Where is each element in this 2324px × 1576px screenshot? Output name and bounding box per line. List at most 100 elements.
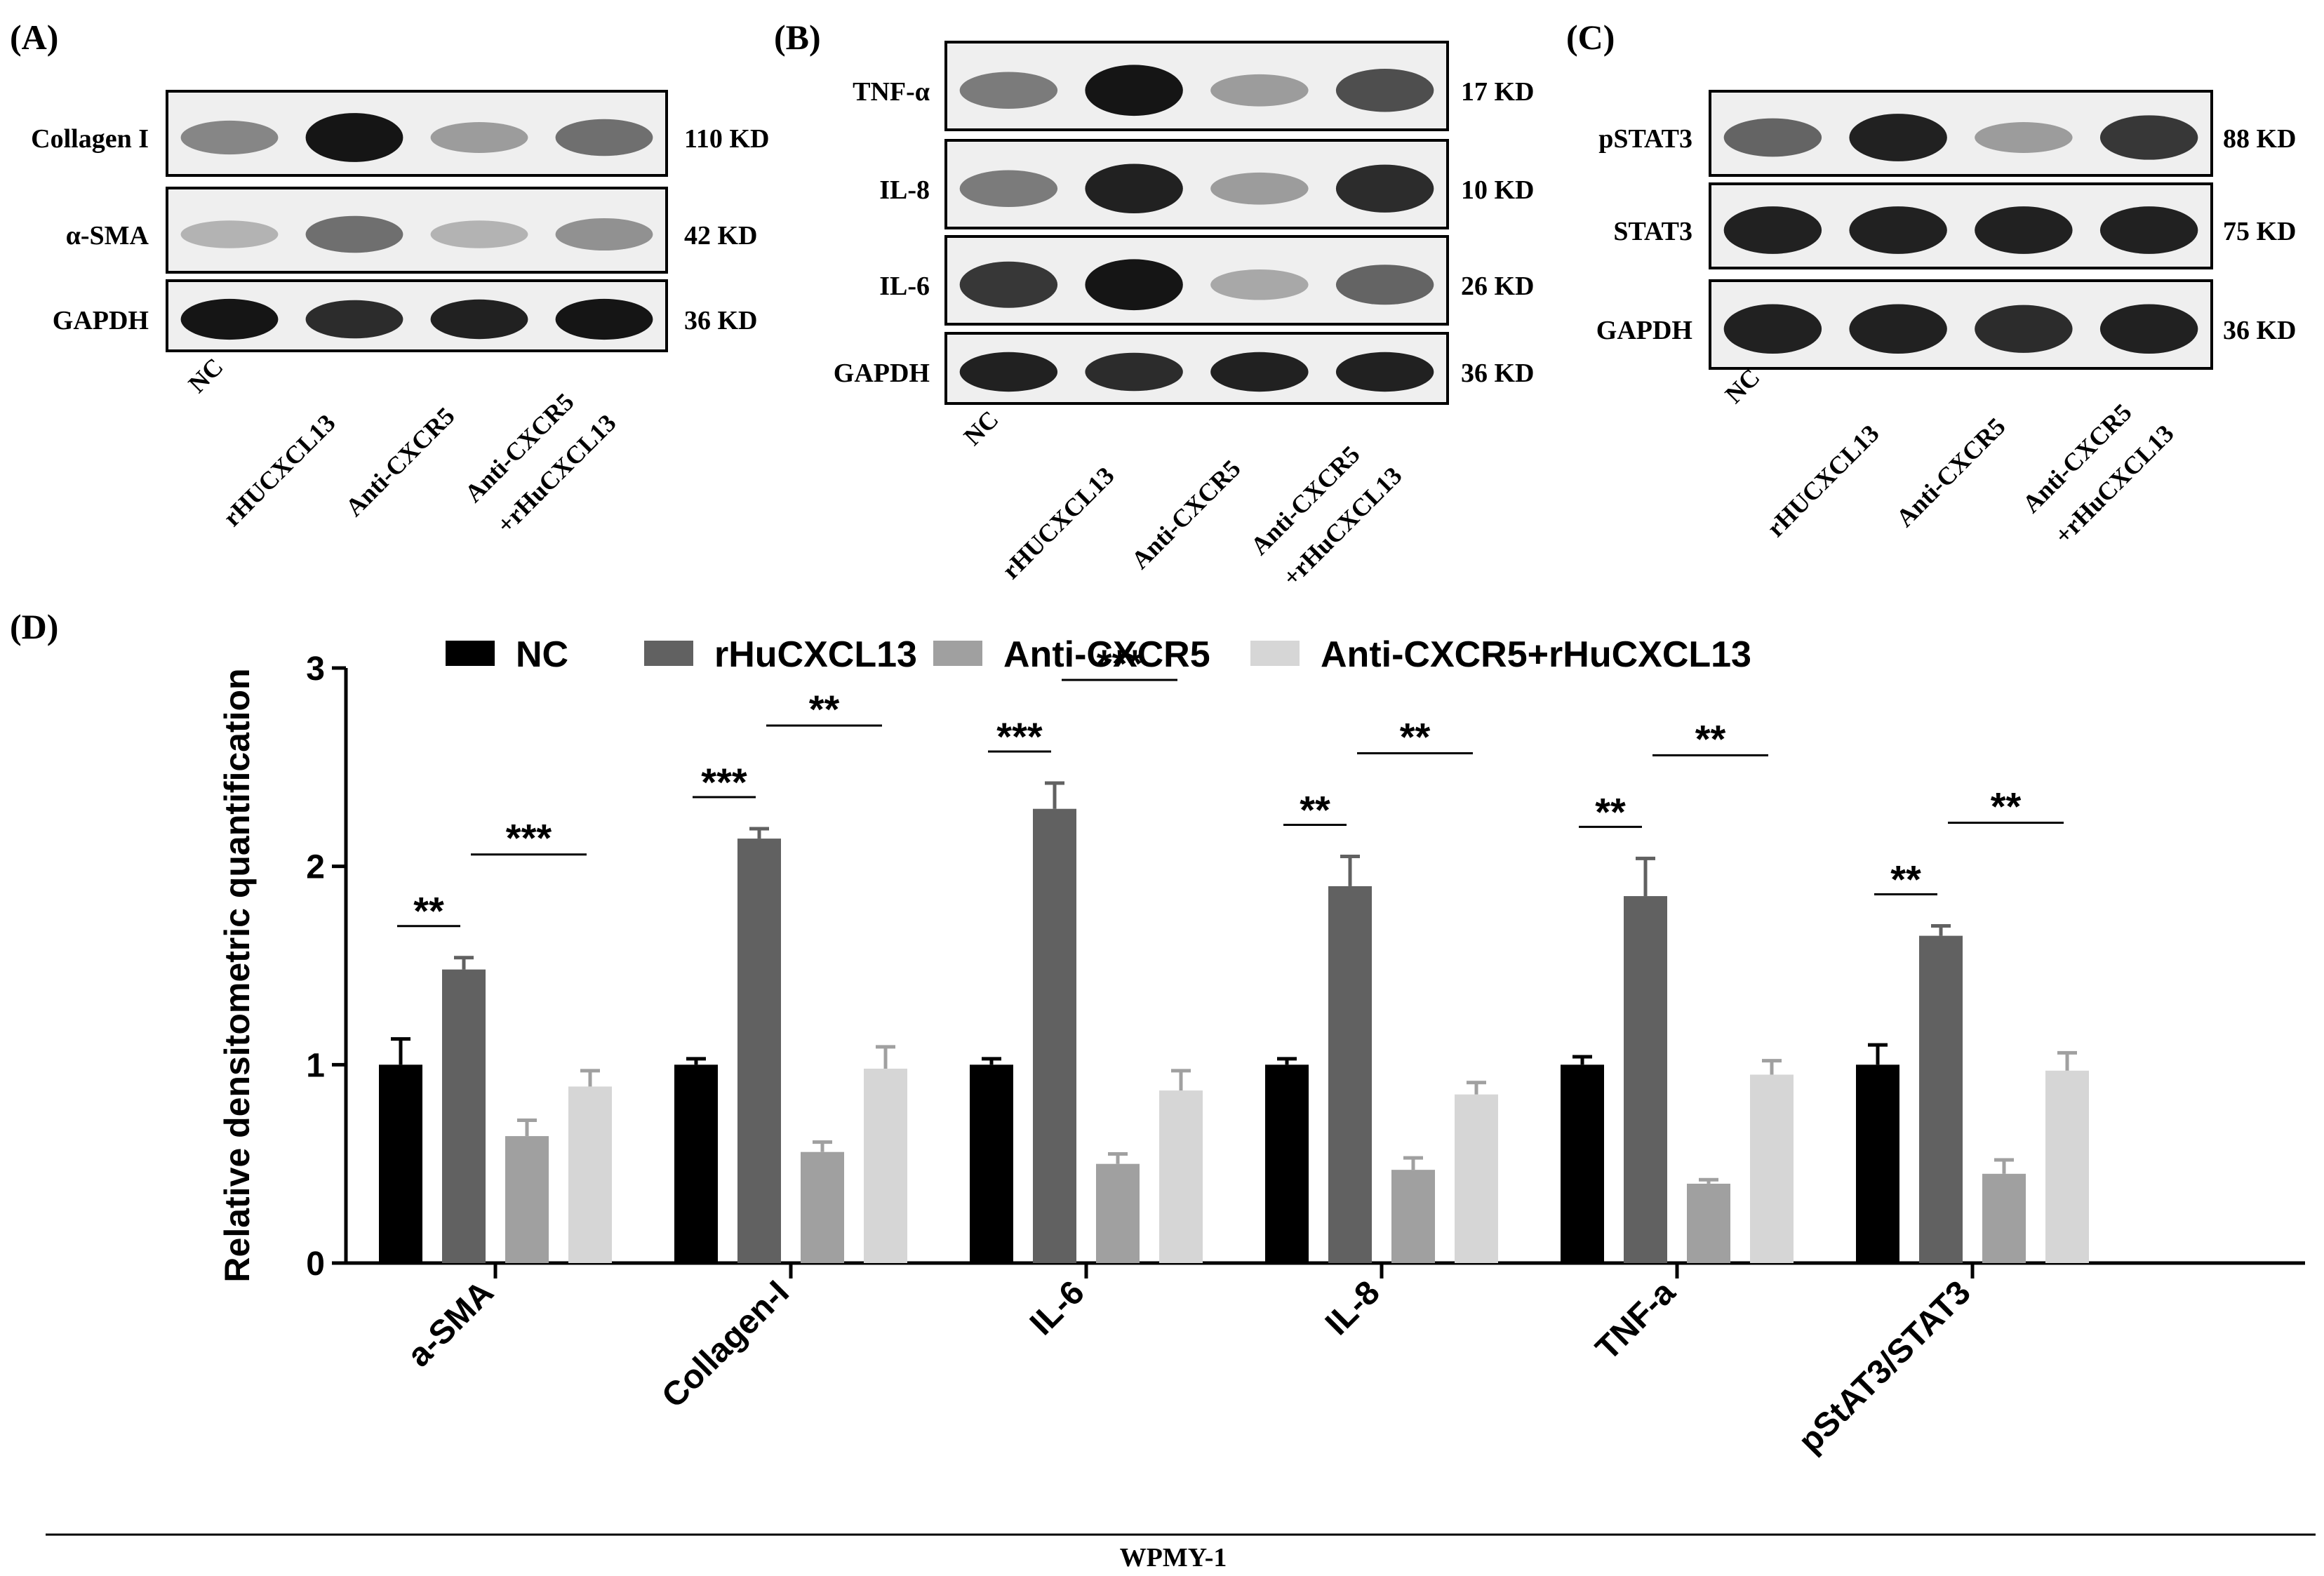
blot-band — [1210, 74, 1309, 107]
bar — [1687, 1183, 1730, 1263]
sig-label-right: *** — [1097, 641, 1143, 686]
blot-size-label: 88 KD — [2223, 124, 2297, 154]
blot-band — [555, 298, 653, 340]
blot-band — [1335, 265, 1434, 305]
significance-brackets: **************************** — [397, 641, 2064, 933]
legend-label: Anti-CXCR5 — [1003, 634, 1210, 675]
blot-band — [1335, 164, 1434, 213]
blot-protein-label: GAPDH — [834, 359, 930, 388]
y-tick-label: 3 — [306, 650, 325, 688]
blot-size-label: 17 KD — [1461, 77, 1535, 107]
blot-band — [1975, 206, 2073, 254]
legend-swatch — [446, 641, 495, 666]
sig-label-right: *** — [506, 816, 552, 860]
blot-lane-label: Anti-CXCR5 — [460, 387, 580, 507]
bar — [864, 1068, 907, 1263]
bar-chart: NC rHuCXCL13 Anti-CXCR5 Anti-CXCR5+rHuCXCL1… — [218, 634, 2305, 1460]
bar — [379, 1064, 422, 1263]
blot-band — [1085, 259, 1183, 311]
blot-size-label: 36 KD — [684, 306, 758, 335]
bar-marks — [379, 781, 2089, 1263]
legend-swatch — [1250, 641, 1300, 666]
blot-band — [1085, 352, 1183, 392]
legend-label: Anti-CXCR5+rHuCXCL13 — [1321, 634, 1751, 675]
bar — [1982, 1173, 2026, 1263]
bar — [1455, 1094, 1498, 1263]
blot-band — [1335, 69, 1434, 112]
sig-label-right: ** — [1991, 784, 2022, 828]
panel-label-a: (A) — [10, 18, 58, 57]
x-axis: a-SMA Collagen-I IL-6 IL-8 TNF-a pStAT3/STAT3 — [346, 1261, 2305, 1460]
bar — [1328, 886, 1372, 1263]
sig-label-left: *** — [996, 714, 1043, 759]
blot-protein-label: pSTAT3 — [1598, 124, 1692, 154]
legend-label: rHuCXCL13 — [714, 634, 917, 675]
blot-band — [430, 299, 528, 340]
blot-band — [959, 352, 1058, 392]
blot-lane-label: NC — [959, 405, 1004, 450]
sig-label-left: ** — [1890, 857, 1921, 901]
bar — [1750, 1074, 1794, 1263]
blot-band — [180, 120, 279, 155]
x-tick-label: IL-6 — [1023, 1274, 1092, 1342]
sig-label-left: *** — [701, 760, 747, 804]
panel-label-b: (B) — [774, 18, 821, 57]
footer-caption: WPMY-1 — [1120, 1543, 1227, 1572]
blot-band — [305, 215, 403, 253]
blot-size-label: 36 KD — [2223, 316, 2297, 345]
blot-band — [959, 72, 1058, 109]
blot-band — [2099, 304, 2198, 354]
y-tick-label: 0 — [306, 1246, 325, 1283]
y-axis-label: Relative densitometric quantification — [218, 668, 257, 1282]
blot-band — [1085, 163, 1183, 213]
blot-band — [1849, 304, 1947, 354]
blot-band — [959, 261, 1058, 308]
x-tick-label: Collagen-I — [655, 1274, 796, 1415]
blot-lane-label: Anti-CXCR5 — [2017, 398, 2137, 518]
y-tick-label: 2 — [306, 849, 325, 886]
x-tick-label: pStAT3/STAT3 — [1791, 1274, 1978, 1460]
blot-lane-label: Anti-CXCR5 — [1246, 440, 1365, 560]
blot-band — [555, 119, 653, 156]
bar — [970, 1064, 1013, 1263]
sig-label-left: ** — [1595, 789, 1626, 834]
bar — [737, 839, 781, 1263]
sig-label-right: ** — [1695, 716, 1726, 761]
bar — [1856, 1064, 1899, 1263]
bar — [1391, 1170, 1435, 1263]
y-axis: 0 1 2 3 — [306, 650, 348, 1283]
blot-protein-label: Collagen I — [31, 124, 149, 154]
blot-band — [1210, 172, 1309, 205]
bar — [1265, 1064, 1309, 1263]
blot-band — [1849, 114, 1947, 161]
blot-band — [1335, 352, 1434, 392]
blot-size-label: 75 KD — [2223, 217, 2297, 246]
blot-band — [430, 122, 528, 153]
bar — [1159, 1090, 1203, 1263]
bar — [2045, 1070, 2089, 1263]
western-blots: Collagen I 110 KD α-SMA 42 KD GAPDH 36 KD NC rH… — [31, 41, 2297, 592]
x-tick-label: a-SMA — [401, 1274, 501, 1374]
blot-lane-label: NC — [1720, 363, 1765, 408]
blot-lane-label: NC — [183, 352, 229, 398]
legend-swatch — [644, 641, 693, 666]
blot-band — [1849, 206, 1947, 254]
blot-protein-label: IL-8 — [879, 175, 930, 205]
x-tick-label: TNF-a — [1589, 1274, 1683, 1368]
blot-band — [305, 113, 403, 162]
blot-lane-label: rHUCXCL13 — [996, 461, 1119, 584]
blot-panel-3: pSTAT3 88 KD STAT3 75 KD GAPDH 36 KD NC rHUCXCL… — [1596, 90, 2297, 549]
chart-legend: NC rHuCXCL13 Anti-CXCR5 Anti-CXCR5+rHuCXCL1… — [446, 634, 1751, 675]
blot-lane-label: Anti-CXCR5 — [1126, 454, 1246, 574]
sig-label-left: ** — [1300, 788, 1330, 832]
blot-panel-1: Collagen I 110 KD α-SMA 42 KD GAPDH 36 KD NC rH… — [31, 90, 769, 539]
legend-swatch — [933, 641, 982, 666]
blot-size-label: 10 KD — [1461, 175, 1535, 205]
blot-band — [305, 300, 403, 339]
blot-band — [1723, 304, 1822, 354]
bar — [1624, 896, 1667, 1263]
bar — [568, 1086, 612, 1263]
sig-label-right: ** — [1400, 715, 1431, 759]
bar — [1919, 935, 1963, 1263]
